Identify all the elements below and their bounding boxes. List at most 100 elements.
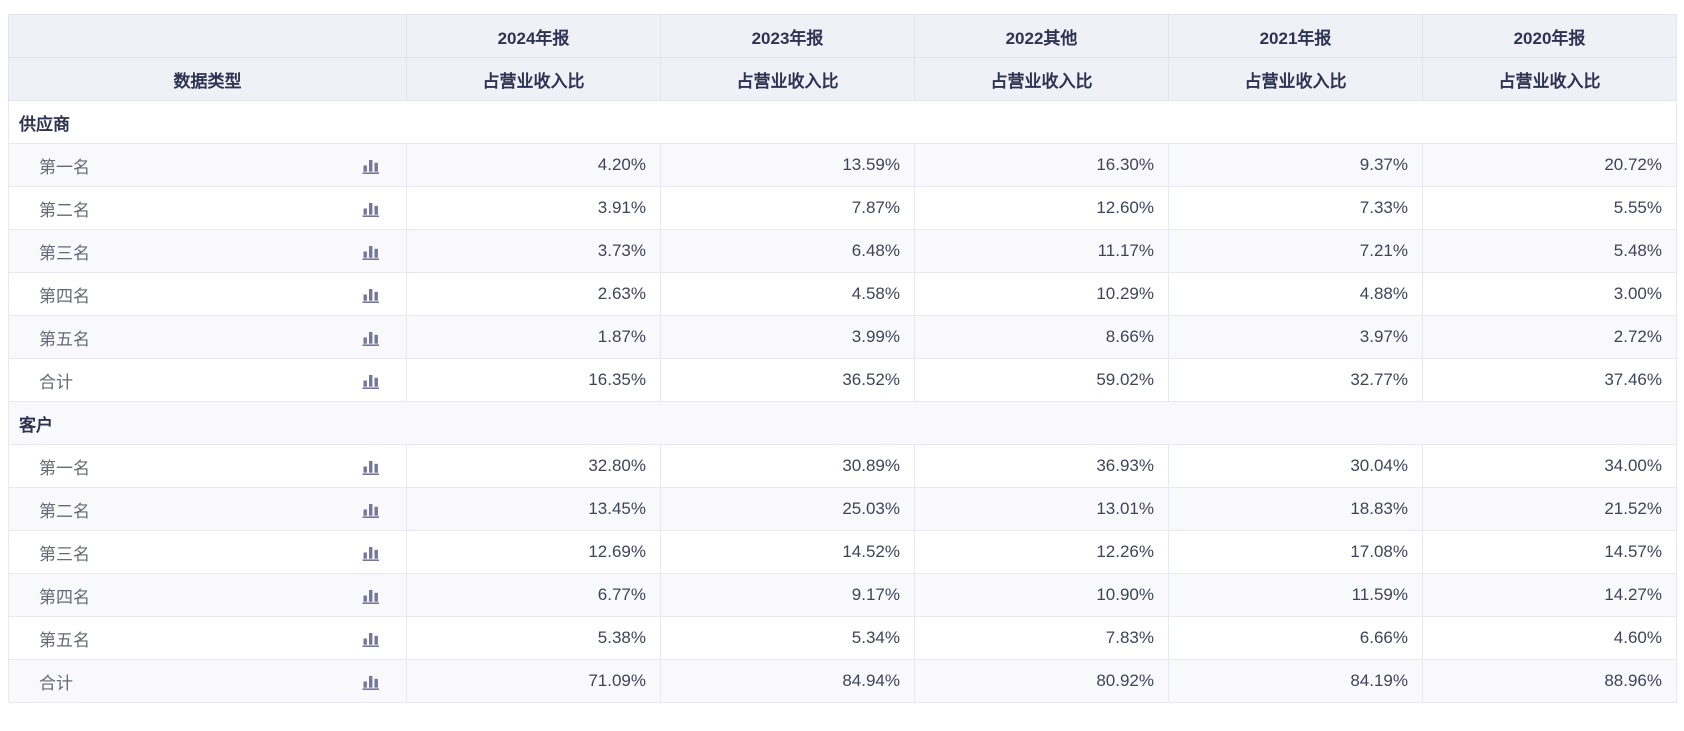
financial-ratio-table: 2024年报 2023年报 2022其他 2021年报 2020年报 数据类型 … [8, 14, 1677, 703]
ratio-value-cell: 2.63% [406, 272, 661, 316]
table-row: 第五名 1.87% 3.99% 8.66% 3.97% 2.72% [8, 315, 1677, 359]
ratio-value-cell: 11.17% [914, 229, 1169, 273]
row-label-cell: 合计 [8, 659, 407, 703]
ratio-value-cell: 4.20% [406, 143, 661, 187]
year-header: 2024年报 [406, 14, 661, 58]
ratio-value-cell: 10.90% [914, 573, 1169, 617]
row-label: 合计 [39, 372, 73, 392]
metric-header: 占营业收入比 [1168, 57, 1423, 101]
ratio-value-cell: 3.00% [1422, 272, 1677, 316]
ratio-value-cell: 5.34% [660, 616, 915, 660]
row-label-cell: 第一名 [8, 444, 407, 488]
table-row: 第三名 3.73% 6.48% 11.17% 7.21% 5.48% [8, 229, 1677, 273]
row-label: 第五名 [39, 630, 90, 650]
ratio-value-cell: 36.93% [914, 444, 1169, 488]
ratio-value-cell: 30.89% [660, 444, 915, 488]
row-label-cell: 第五名 [8, 616, 407, 660]
table-row: 第四名 2.63% 4.58% 10.29% 4.88% 3.00% [8, 272, 1677, 316]
metric-header: 占营业收入比 [914, 57, 1169, 101]
row-label-cell: 第四名 [8, 272, 407, 316]
year-header-row: 2024年报 2023年报 2022其他 2021年报 2020年报 [8, 14, 1677, 58]
row-label: 合计 [39, 673, 73, 693]
ratio-value-cell: 12.60% [914, 186, 1169, 230]
table-row: 合计 71.09% 84.94% 80.92% 84.19% 88.96% [8, 659, 1677, 703]
row-label: 第二名 [39, 200, 90, 220]
metric-header: 占营业收入比 [406, 57, 661, 101]
year-header: 2022其他 [914, 14, 1169, 58]
ratio-value-cell: 4.60% [1422, 616, 1677, 660]
ratio-value-cell: 14.52% [660, 530, 915, 574]
table-row: 第四名 6.77% 9.17% 10.90% 11.59% 14.27% [8, 573, 1677, 617]
row-label-cell: 第四名 [8, 573, 407, 617]
row-label: 第四名 [39, 587, 90, 607]
ratio-value-cell: 6.66% [1168, 616, 1423, 660]
ratio-value-cell: 12.69% [406, 530, 661, 574]
row-label-cell: 第一名 [8, 143, 407, 187]
ratio-value-cell: 37.46% [1422, 358, 1677, 402]
ratio-value-cell: 3.91% [406, 186, 661, 230]
corner-cell [8, 14, 407, 58]
table-row: 第二名 3.91% 7.87% 12.60% 7.33% 5.55% [8, 186, 1677, 230]
bar-chart-icon[interactable] [361, 630, 382, 647]
ratio-value-cell: 2.72% [1422, 315, 1677, 359]
bar-chart-icon[interactable] [361, 243, 382, 260]
bar-chart-icon[interactable] [361, 157, 382, 174]
year-header: 2020年报 [1422, 14, 1677, 58]
bar-chart-icon[interactable] [361, 200, 382, 217]
ratio-value-cell: 6.77% [406, 573, 661, 617]
ratio-value-cell: 3.99% [660, 315, 915, 359]
row-label-cell: 第三名 [8, 530, 407, 574]
table-row: 第一名 4.20% 13.59% 16.30% 9.37% 20.72% [8, 143, 1677, 187]
row-label-cell: 第二名 [8, 487, 407, 531]
ratio-value-cell: 18.83% [1168, 487, 1423, 531]
table-row: 第一名 32.80% 30.89% 36.93% 30.04% 34.00% [8, 444, 1677, 488]
table-row: 第三名 12.69% 14.52% 12.26% 17.08% 14.57% [8, 530, 1677, 574]
ratio-value-cell: 84.19% [1168, 659, 1423, 703]
metric-header: 占营业收入比 [660, 57, 915, 101]
year-header: 2023年报 [660, 14, 915, 58]
bar-chart-icon[interactable] [361, 501, 382, 518]
bar-chart-icon[interactable] [361, 286, 382, 303]
ratio-value-cell: 10.29% [914, 272, 1169, 316]
ratio-value-cell: 11.59% [1168, 573, 1423, 617]
ratio-value-cell: 14.57% [1422, 530, 1677, 574]
bar-chart-icon[interactable] [361, 673, 382, 690]
section-title: 供应商 [8, 100, 1677, 144]
ratio-value-cell: 6.48% [660, 229, 915, 273]
row-label-cell: 第五名 [8, 315, 407, 359]
row-label: 第五名 [39, 329, 90, 349]
row-label: 第二名 [39, 501, 90, 521]
metric-header: 占营业收入比 [1422, 57, 1677, 101]
ratio-value-cell: 32.77% [1168, 358, 1423, 402]
ratio-value-cell: 4.58% [660, 272, 915, 316]
ratio-value-cell: 32.80% [406, 444, 661, 488]
ratio-value-cell: 17.08% [1168, 530, 1423, 574]
bar-chart-icon[interactable] [361, 458, 382, 475]
row-label: 第四名 [39, 286, 90, 306]
ratio-value-cell: 5.55% [1422, 186, 1677, 230]
year-header: 2021年报 [1168, 14, 1423, 58]
bar-chart-icon[interactable] [361, 372, 382, 389]
ratio-value-cell: 3.97% [1168, 315, 1423, 359]
ratio-value-cell: 13.59% [660, 143, 915, 187]
ratio-value-cell: 12.26% [914, 530, 1169, 574]
data-type-header: 数据类型 [8, 57, 407, 101]
ratio-value-cell: 84.94% [660, 659, 915, 703]
row-label: 第三名 [39, 544, 90, 564]
row-label-cell: 合计 [8, 358, 407, 402]
row-label: 第三名 [39, 243, 90, 263]
ratio-value-cell: 7.33% [1168, 186, 1423, 230]
row-label-cell: 第三名 [8, 229, 407, 273]
ratio-value-cell: 34.00% [1422, 444, 1677, 488]
bar-chart-icon[interactable] [361, 329, 382, 346]
ratio-value-cell: 20.72% [1422, 143, 1677, 187]
ratio-value-cell: 3.73% [406, 229, 661, 273]
bar-chart-icon[interactable] [361, 544, 382, 561]
ratio-value-cell: 59.02% [914, 358, 1169, 402]
ratio-value-cell: 9.37% [1168, 143, 1423, 187]
ratio-value-cell: 25.03% [660, 487, 915, 531]
ratio-value-cell: 7.87% [660, 186, 915, 230]
bar-chart-icon[interactable] [361, 587, 382, 604]
row-label-cell: 第二名 [8, 186, 407, 230]
ratio-value-cell: 7.21% [1168, 229, 1423, 273]
